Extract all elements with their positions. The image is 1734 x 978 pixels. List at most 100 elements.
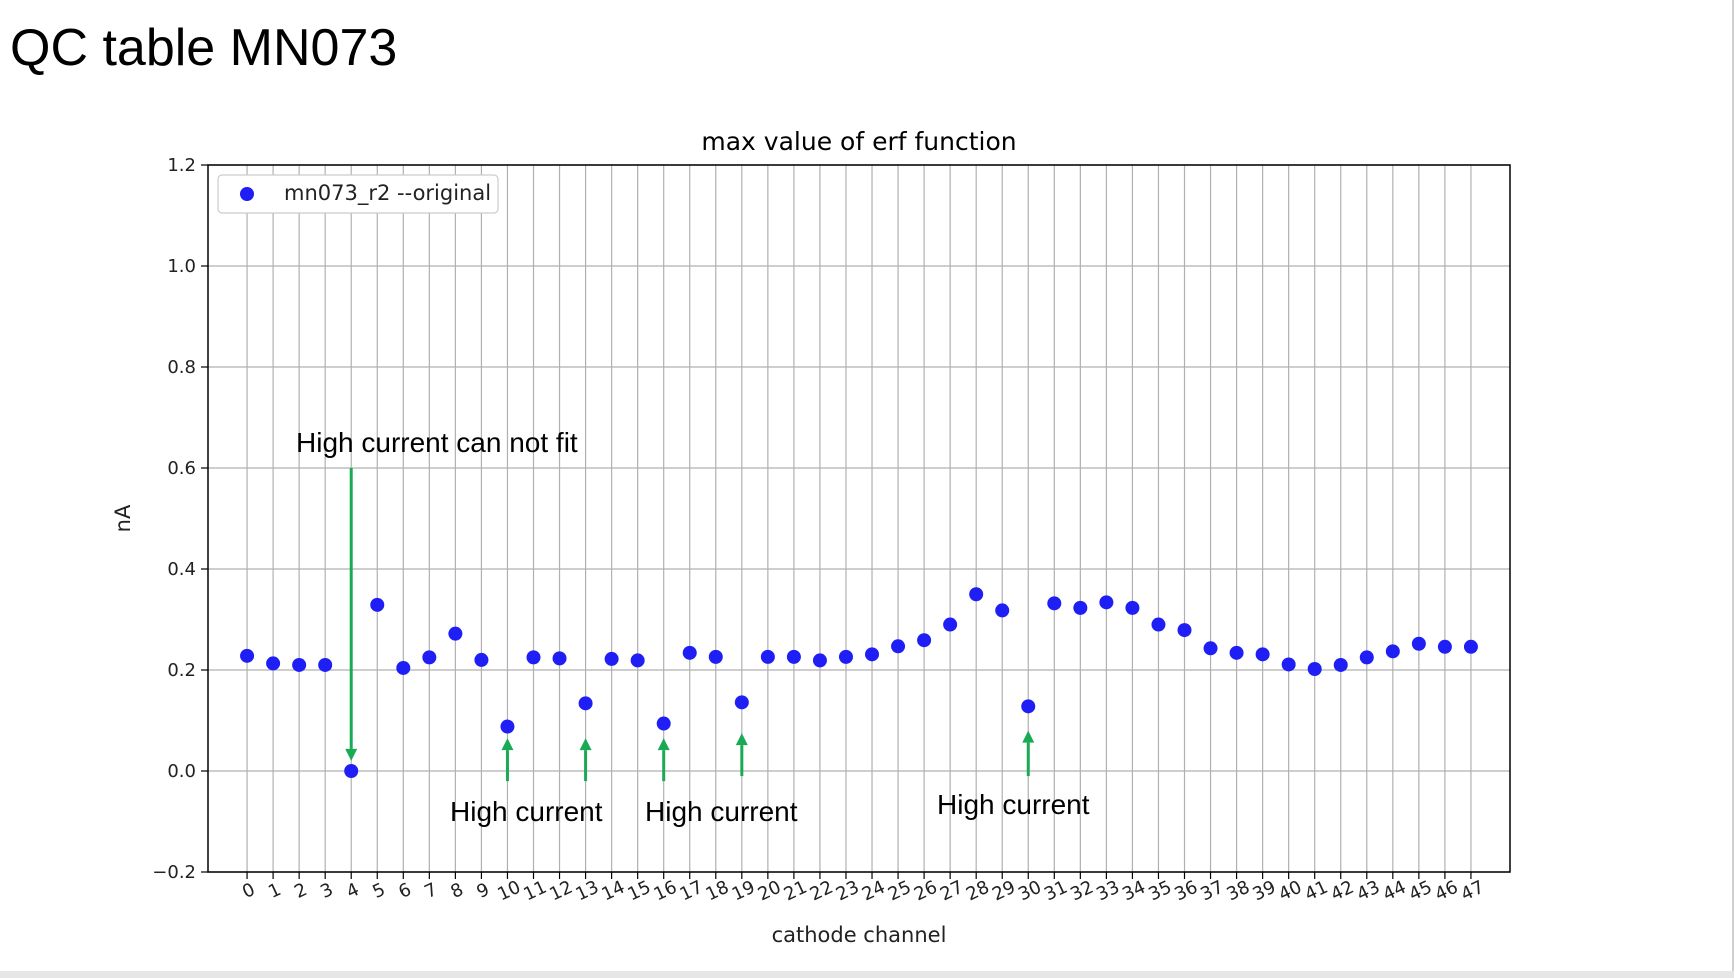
- x-tick-label: 13: [572, 877, 602, 906]
- y-tick-label: −0.2: [152, 862, 196, 883]
- x-tick-label: 16: [651, 877, 681, 906]
- data-point: [1073, 600, 1088, 615]
- x-tick-label: 3: [317, 879, 336, 903]
- data-point: [552, 651, 567, 666]
- annotation-arrow-head: [657, 738, 670, 751]
- x-tick-label: 9: [473, 879, 492, 903]
- x-tick-label: 15: [625, 877, 655, 906]
- x-tick-label: 43: [1354, 877, 1384, 906]
- annotation-arrow-head: [1022, 730, 1035, 743]
- y-tick-label: 1.2: [167, 155, 196, 176]
- x-tick-label: 38: [1223, 877, 1253, 906]
- x-tick-label: 19: [729, 877, 759, 906]
- y-axis-label: nA: [111, 504, 135, 532]
- y-tick-label: 0.2: [167, 660, 196, 681]
- x-tick-label: 45: [1406, 877, 1436, 906]
- x-tick-label: 37: [1197, 877, 1227, 906]
- x-tick-label: 5: [369, 879, 388, 903]
- data-point: [1047, 596, 1062, 611]
- x-tick-label: 31: [1041, 877, 1071, 906]
- x-tick-label: 46: [1432, 877, 1462, 906]
- data-point: [474, 652, 489, 667]
- data-point: [891, 639, 906, 654]
- data-point: [240, 648, 255, 663]
- x-tick-label: 40: [1276, 877, 1306, 906]
- x-tick-label: 30: [1015, 877, 1045, 906]
- x-tick-label: 27: [937, 877, 967, 906]
- data-point: [1151, 617, 1166, 632]
- data-point: [604, 651, 619, 666]
- data-point: [1177, 623, 1192, 638]
- data-point: [500, 719, 515, 734]
- x-tick-label: 6: [395, 879, 414, 903]
- x-tick-label: 14: [598, 877, 628, 906]
- data-point: [969, 587, 984, 602]
- data-point: [526, 650, 541, 665]
- data-point: [917, 633, 932, 648]
- data-point: [396, 660, 411, 675]
- x-axis-label: cathode channel: [772, 923, 947, 947]
- data-point: [1281, 657, 1296, 672]
- legend-label: mn073_r2 --original: [284, 181, 491, 206]
- data-point: [1099, 595, 1114, 610]
- y-tick-label: 1.0: [167, 256, 196, 277]
- annotation-high-current-1: High current: [450, 796, 603, 827]
- annotations: High current can not fit High current Hi…: [296, 427, 1090, 827]
- data-point: [943, 617, 958, 632]
- x-tick-label: 23: [833, 877, 863, 906]
- data-point: [1021, 699, 1036, 714]
- data-point: [865, 647, 880, 662]
- x-tick-label: 34: [1119, 877, 1149, 906]
- x-tick-label: 2: [291, 879, 310, 903]
- x-tick-label: 42: [1328, 877, 1358, 906]
- data-point: [708, 649, 723, 664]
- data-point: [1125, 600, 1140, 615]
- data-point: [1203, 641, 1218, 656]
- data-points: [240, 587, 1478, 778]
- data-point: [370, 597, 385, 612]
- data-point: [760, 649, 775, 664]
- annotation-arrow-head: [579, 738, 592, 751]
- x-tick-label: 18: [703, 877, 733, 906]
- x-tick-label: 25: [885, 877, 915, 906]
- y-tick-label: 0.6: [167, 458, 196, 479]
- data-point: [682, 645, 697, 660]
- x-tick-label: 36: [1171, 877, 1201, 906]
- data-point: [630, 653, 645, 668]
- x-tick-label: 1: [265, 879, 284, 903]
- data-point: [734, 695, 749, 710]
- data-point: [1359, 650, 1374, 665]
- x-tick-label: 47: [1458, 877, 1488, 906]
- y-tick-label: 0.4: [167, 559, 196, 580]
- y-tick-label: 0.8: [167, 357, 196, 378]
- x-tick-label: 0: [239, 879, 258, 903]
- data-point: [656, 716, 671, 731]
- x-tick-label: 12: [546, 877, 576, 906]
- data-point: [344, 764, 359, 778]
- data-point: [1437, 639, 1452, 654]
- data-point: [1229, 645, 1244, 660]
- legend-marker: [240, 187, 254, 201]
- data-point: [578, 696, 593, 711]
- grid-lines: [208, 164, 1510, 873]
- x-tick-label: 8: [447, 879, 466, 903]
- data-point: [1463, 639, 1478, 654]
- x-tick-label: 26: [911, 877, 941, 906]
- data-point: [318, 657, 333, 672]
- data-point: [422, 650, 437, 665]
- data-point: [1307, 661, 1322, 676]
- legend: mn073_r2 --original: [217, 174, 499, 214]
- x-tick-label: 10: [494, 877, 524, 906]
- x-tick-label: 24: [859, 877, 889, 906]
- x-tick-label: 39: [1249, 877, 1279, 906]
- annotation-high-current-2: High current: [645, 796, 798, 827]
- data-point: [448, 626, 463, 641]
- data-point: [1411, 636, 1426, 651]
- x-tick-label: 11: [520, 877, 550, 906]
- data-point: [786, 649, 801, 664]
- annotation-arrow-head: [501, 738, 514, 751]
- annotation-high-current-can-not-fit: High current can not fit: [296, 427, 578, 458]
- x-tick-label: 17: [677, 877, 707, 906]
- legend-box: [217, 174, 499, 214]
- x-tick-label: 22: [807, 877, 837, 906]
